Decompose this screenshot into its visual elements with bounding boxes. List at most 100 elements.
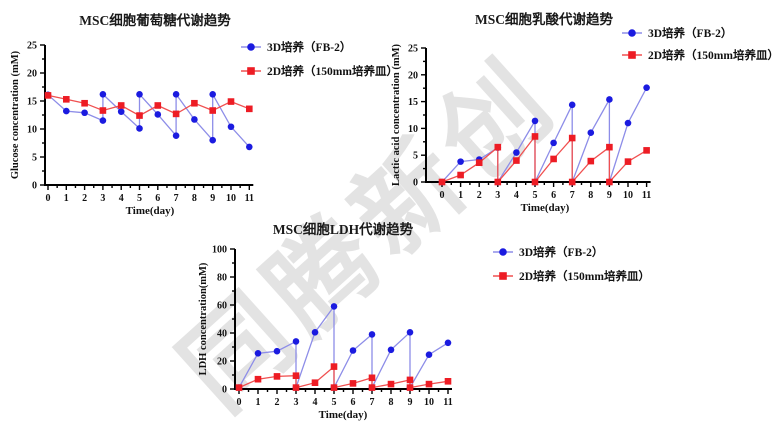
- data-point-marker: [330, 303, 338, 310]
- data-point-marker: [254, 350, 262, 357]
- svg-text:9: 9: [607, 190, 612, 201]
- data-point-marker: [63, 96, 70, 103]
- data-point-marker: [117, 108, 125, 115]
- data-point-marker: [368, 384, 376, 391]
- data-point-marker: [513, 149, 520, 156]
- square-legend-icon: [628, 51, 636, 59]
- svg-text:6: 6: [351, 397, 356, 408]
- legend: 3D培养（FB-2） 2D培养（150mm培养皿）: [241, 40, 398, 78]
- svg-text:10: 10: [424, 397, 434, 408]
- y-axis-label: LDH concentration(mM): [198, 262, 209, 375]
- data-point-marker: [136, 125, 143, 132]
- data-point-marker: [643, 84, 650, 91]
- series-line: [441, 87, 648, 185]
- svg-text:0: 0: [222, 385, 227, 396]
- svg-text:5: 5: [413, 151, 418, 162]
- data-point-marker: [311, 379, 319, 386]
- data-point-marker: [587, 157, 595, 165]
- y-axis-label: Glucose concentration (mM): [10, 50, 21, 179]
- x-axis-label: Time(day): [521, 202, 570, 214]
- svg-text:4: 4: [119, 193, 124, 204]
- svg-text:2: 2: [275, 397, 280, 408]
- data-point-marker: [406, 384, 414, 391]
- svg-text:5: 5: [533, 190, 538, 201]
- data-point-marker: [568, 101, 576, 109]
- svg-text:5: 5: [332, 397, 337, 408]
- legend-label: 2D培养（150mm培养皿）: [519, 269, 650, 283]
- data-point-marker: [368, 331, 376, 338]
- series-2d: [44, 92, 253, 119]
- legend-label: 2D培养（150mm培养皿）: [648, 48, 775, 62]
- data-point-marker: [624, 119, 632, 127]
- data-point-marker: [254, 375, 262, 383]
- data-point-marker: [99, 107, 107, 114]
- svg-text:20: 20: [27, 69, 37, 80]
- tick-labels: 0 5 10 15 20 25 0 1 2 3 4 5 6 7 8 9 10 11: [27, 41, 254, 205]
- data-point-marker: [44, 92, 52, 99]
- x-axis-label: Time(day): [126, 205, 175, 217]
- svg-text:10: 10: [27, 125, 37, 136]
- svg-text:2: 2: [477, 190, 482, 201]
- data-point-marker: [457, 171, 464, 179]
- data-point-marker: [349, 380, 357, 387]
- svg-text:5: 5: [32, 153, 37, 164]
- svg-text:1: 1: [256, 397, 261, 408]
- square-legend-icon: [247, 67, 255, 75]
- svg-text:3: 3: [294, 397, 299, 408]
- svg-text:1: 1: [458, 190, 463, 201]
- data-point-marker: [172, 132, 180, 140]
- series-2d: [438, 133, 650, 186]
- data-point-marker: [172, 110, 180, 118]
- tick-marks: [40, 44, 251, 190]
- svg-text:5: 5: [137, 193, 142, 204]
- svg-text:11: 11: [443, 397, 452, 408]
- data-point-marker: [209, 136, 216, 144]
- data-point-marker: [513, 157, 520, 164]
- data-point-marker: [457, 158, 464, 165]
- data-point-marker: [438, 178, 446, 186]
- legend-label: 3D培养（FB-2）: [519, 245, 603, 259]
- tick-labels: 0 5 10 15 20 25 0 1 2 3 4 5 6 7 8 9 10 11: [408, 44, 651, 202]
- data-point-marker: [311, 329, 319, 336]
- data-point-marker: [606, 96, 613, 103]
- data-point-marker: [191, 116, 198, 123]
- svg-text:0: 0: [237, 397, 242, 408]
- series-line: [238, 365, 449, 389]
- data-point-marker: [643, 147, 650, 154]
- chart-title: MSC细胞葡萄糖代谢趋势: [79, 12, 231, 28]
- series-3d: [44, 90, 253, 151]
- data-point-marker: [606, 178, 613, 186]
- svg-text:8: 8: [192, 193, 197, 204]
- axes: [44, 45, 254, 186]
- data-point-marker: [406, 376, 414, 384]
- svg-text:0: 0: [46, 193, 51, 204]
- svg-text:80: 80: [217, 273, 227, 284]
- series-line: [441, 134, 647, 184]
- ldh-chart-svg: MSC细胞LDH代谢趋势 0 20 40 60 80 100 0 1 2 3 4 5 6 7 8 9 10 11 Ti…: [198, 221, 650, 421]
- data-point-marker: [136, 112, 143, 119]
- data-point-marker: [568, 134, 576, 142]
- data-point-marker: [475, 159, 483, 167]
- svg-text:10: 10: [408, 124, 418, 135]
- svg-text:2: 2: [82, 193, 87, 204]
- chart-title: MSC细胞LDH代谢趋势: [273, 221, 414, 237]
- legend: 3D培养（FB-2） 2D培养（150mm培养皿）: [493, 245, 650, 283]
- y-axis-label: Lactic acid concentration (mM): [391, 44, 402, 187]
- data-point-marker: [227, 123, 235, 131]
- svg-text:0: 0: [440, 190, 445, 201]
- data-point-marker: [494, 178, 502, 186]
- data-point-marker: [273, 347, 281, 355]
- data-point-marker: [235, 384, 243, 391]
- svg-text:100: 100: [212, 245, 227, 256]
- data-point-marker: [81, 109, 88, 117]
- svg-text:10: 10: [623, 190, 633, 201]
- data-point-marker: [368, 374, 376, 382]
- square-legend-icon: [499, 272, 507, 280]
- svg-text:20: 20: [408, 70, 418, 81]
- data-point-marker: [531, 178, 539, 186]
- svg-text:20: 20: [217, 357, 227, 368]
- data-point-marker: [209, 107, 216, 114]
- glucose-chart: MSC细胞葡萄糖代谢趋势 0 5 10 15 20 25 0 1 2 3 4 5 6 7 8 9 10 11 Time…: [5, 3, 398, 217]
- data-point-marker: [444, 378, 452, 385]
